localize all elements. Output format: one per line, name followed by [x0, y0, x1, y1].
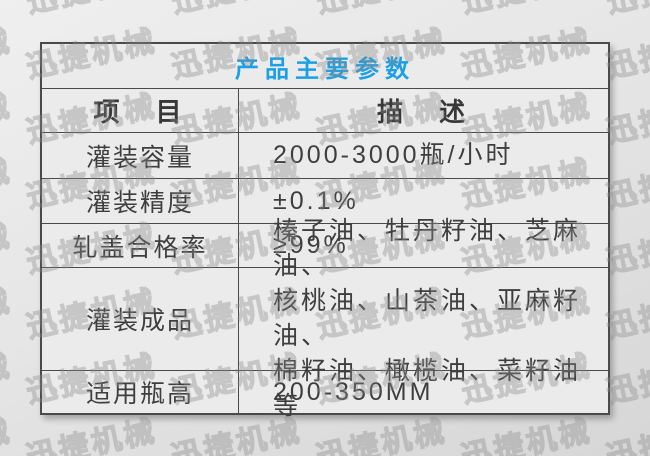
- table-row-filling-precision: 灌装精度 ±0.1%: [42, 179, 608, 224]
- row-label: 轧盖合格率: [42, 224, 239, 267]
- watermark-text: 迅捷机械: [457, 0, 595, 21]
- table-header-row: 项 目 描 述: [42, 89, 608, 133]
- watermark-text: 迅捷机械: [0, 349, 15, 410]
- watermark-text: 迅捷机械: [0, 284, 15, 345]
- row-value: ±0.1%: [273, 186, 359, 215]
- table-row-filling-products: 灌装成品 榛子油、牡丹籽油、芝麻油、 核桃油、山茶油、亚麻籽油、 棉籽油、橄榄油…: [42, 217, 608, 420]
- watermark-text: 迅捷机械: [602, 0, 650, 21]
- watermark-text: 迅捷机械: [167, 0, 305, 21]
- watermark-text: 迅捷机械: [0, 414, 15, 456]
- header-description: 描 述: [376, 97, 470, 127]
- row-label: 灌装容量: [42, 133, 239, 178]
- watermark-text: 迅捷机械: [22, 0, 160, 21]
- table-row-capping-pass-rate: 轧盖合格率 ≥99%: [42, 224, 608, 268]
- table-row-bottle-height: 适用瓶高 200-350MM: [42, 371, 608, 413]
- row-label: 灌装精度: [42, 179, 239, 223]
- table-title: 产品主要参数: [235, 55, 415, 83]
- watermark-text: 迅捷机械: [0, 154, 15, 215]
- row-value: 2000-3000瓶/小时: [273, 141, 514, 169]
- watermark-text: 迅捷机械: [0, 89, 15, 150]
- header-item: 项 目: [42, 89, 239, 132]
- table-row-filling-capacity: 灌装容量 2000-3000瓶/小时: [42, 133, 608, 179]
- product-parameters-table: 产品主要参数 项 目 描 述 灌装容量 2000-3000瓶/小时 灌装精度 ±…: [40, 42, 610, 420]
- watermark-text: 迅捷机械: [312, 0, 450, 21]
- row-label: 适用瓶高: [42, 371, 239, 413]
- watermark-text: 迅捷机械: [0, 0, 15, 21]
- watermark-text: 迅捷机械: [0, 219, 15, 280]
- watermark-text: 迅捷机械: [0, 24, 15, 85]
- row-value: 榛子油、牡丹籽油、芝麻油、 核桃油、山茶油、亚麻籽油、 棉籽油、橄榄油、菜籽油等: [273, 217, 582, 420]
- row-value: ≥99%: [273, 231, 349, 259]
- row-value: 200-350MM: [273, 377, 434, 406]
- row-label: 灌装成品: [42, 268, 239, 370]
- table-title-row: 产品主要参数: [42, 44, 608, 89]
